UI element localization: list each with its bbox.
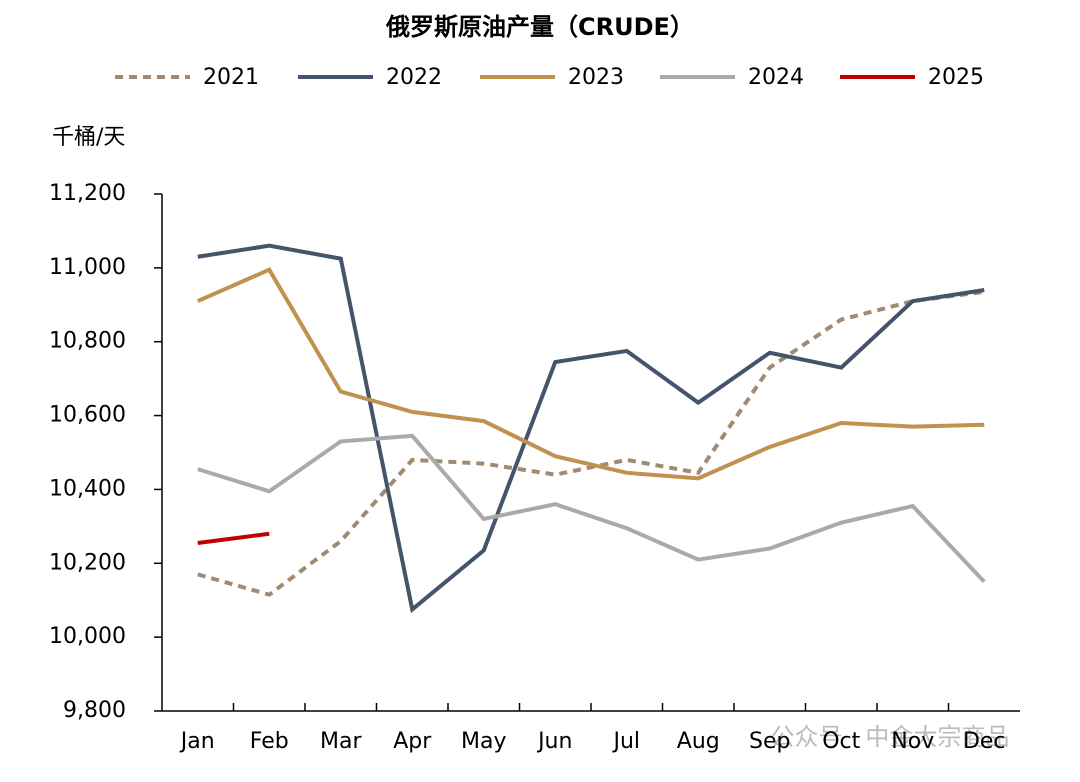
x-tick-label: Jan [179, 729, 215, 754]
legend-label: 2023 [568, 65, 624, 90]
watermark: 公众号 · 中金大宗商品 [771, 723, 1010, 751]
legend-label: 2025 [928, 65, 984, 90]
line-series [197, 289, 985, 597]
y-tick-label: 10,000 [49, 624, 126, 649]
x-tick-label: May [461, 729, 506, 754]
y-axis-label: 千桶/天 [52, 125, 125, 150]
x-tick-label: Aug [677, 729, 720, 754]
y-tick-label: 10,600 [49, 403, 126, 428]
x-tick-label: Dec [963, 729, 1006, 754]
x-tick-label: Apr [393, 729, 432, 754]
x-tick-label: Nov [891, 729, 934, 754]
line-series [196, 267, 985, 481]
y-tick-label: 11,000 [49, 255, 126, 280]
legend-label: 2021 [203, 65, 259, 90]
line-series [197, 531, 270, 545]
x-tick-label: Oct [822, 729, 860, 754]
x-tick-label: Mar [320, 729, 362, 754]
x-tick-label: Jun [536, 729, 572, 754]
y-tick-label: 10,800 [49, 329, 126, 354]
y-tick-label: 11,200 [49, 181, 126, 206]
chart-title: 俄罗斯原油产量（CRUDE） [385, 13, 694, 41]
x-tick-label: Feb [250, 729, 289, 754]
legend-label: 2024 [748, 65, 804, 90]
y-tick-label: 10,200 [49, 550, 126, 575]
y-tick-label: 10,400 [49, 476, 126, 501]
line-series [197, 433, 986, 584]
x-tick-label: Sep [749, 729, 790, 754]
line-series [197, 243, 985, 614]
x-tick-label: Jul [611, 729, 640, 754]
legend-label: 2022 [386, 65, 442, 90]
y-tick-label: 9,800 [63, 698, 126, 723]
